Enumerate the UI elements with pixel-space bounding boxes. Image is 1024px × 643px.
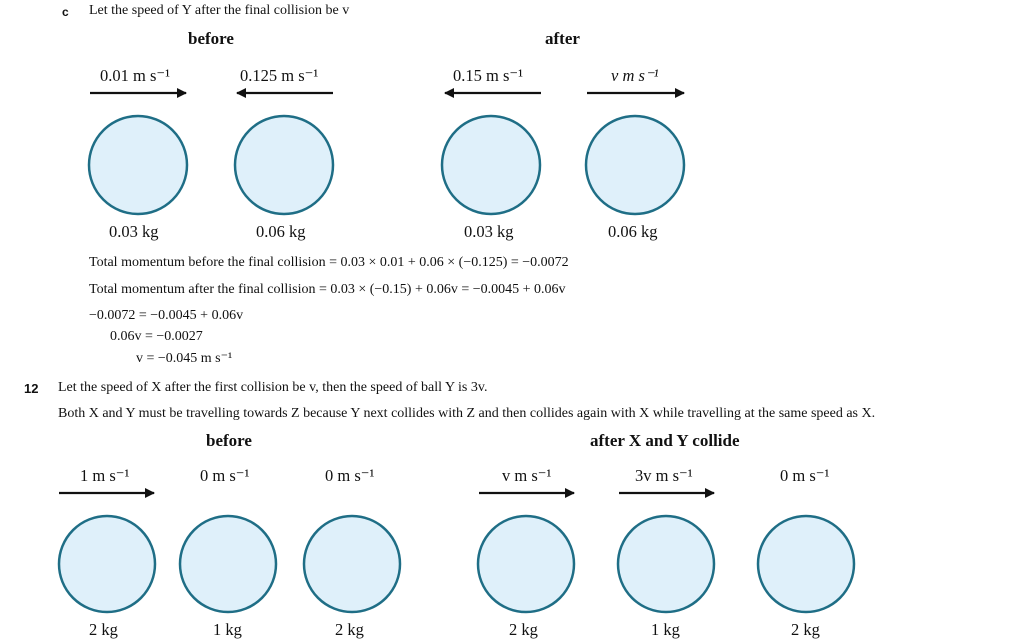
before-heading: before: [206, 431, 252, 450]
mass-label: 0.06 kg: [256, 222, 306, 241]
speed-label: 0.01 m s⁻¹: [100, 66, 171, 85]
speed-label: 3v m s⁻¹: [635, 466, 693, 485]
ball: [57, 514, 157, 614]
solution-step: −0.0072 = −0.0045 + 0.06v: [89, 308, 244, 323]
ball: [440, 114, 542, 216]
before-heading: before: [188, 29, 234, 48]
question-text: Let the speed of X after the first colli…: [58, 380, 488, 395]
ball: [756, 514, 856, 614]
mass-label: 2 kg: [89, 620, 118, 639]
mass-label: 0.06 kg: [608, 222, 658, 241]
ball: [584, 114, 686, 216]
momentum-after-equation: Total momentum after the final collision…: [89, 282, 566, 297]
solution-step: v = −0.045 m s⁻¹: [136, 351, 233, 366]
speed-label: 0.15 m s⁻¹: [453, 66, 524, 85]
momentum-before-equation: Total momentum before the final collisio…: [89, 255, 569, 270]
ball: [233, 114, 335, 216]
solution-step: 0.06v = −0.0027: [110, 329, 203, 344]
mass-label: 2 kg: [509, 620, 538, 639]
question-text: Both X and Y must be travelling towards …: [58, 406, 876, 421]
speed-label: 0 m s⁻¹: [780, 466, 830, 485]
mass-label: 0.03 kg: [464, 222, 514, 241]
ball: [302, 514, 402, 614]
after-heading: after X and Y collide: [590, 431, 740, 450]
speed-label: 0 m s⁻¹: [200, 466, 250, 485]
after-heading: after: [545, 29, 580, 48]
mass-label: 2 kg: [791, 620, 820, 639]
ball: [87, 114, 189, 216]
speed-label: 1 m s⁻¹: [80, 466, 130, 485]
mass-label: 1 kg: [213, 620, 242, 639]
speed-label: v m s⁻¹: [611, 66, 659, 85]
ball: [616, 514, 716, 614]
part-intro: Let the speed of Y after the final colli…: [89, 3, 350, 18]
mass-label: 1 kg: [651, 620, 680, 639]
part-label: c: [62, 5, 69, 19]
speed-label: v m s⁻¹: [502, 466, 552, 485]
ball: [476, 514, 576, 614]
ball: [178, 514, 278, 614]
mass-label: 2 kg: [335, 620, 364, 639]
speed-label: 0 m s⁻¹: [325, 466, 375, 485]
question-number: 12: [24, 381, 39, 396]
speed-label: 0.125 m s⁻¹: [240, 66, 319, 85]
mass-label: 0.03 kg: [109, 222, 159, 241]
